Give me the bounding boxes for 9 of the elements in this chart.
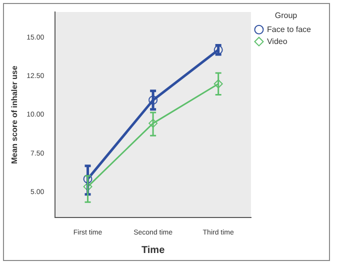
legend-label: Face to face [266, 24, 312, 34]
point [83, 174, 92, 184]
point [148, 96, 158, 105]
x-axis-title: Time [141, 244, 166, 256]
legend-title: Group [274, 11, 298, 20]
legend-label: Video [266, 36, 288, 46]
point [148, 118, 158, 128]
y-axis-title: Mean score of inhaler use [10, 65, 20, 164]
point [214, 79, 223, 88]
